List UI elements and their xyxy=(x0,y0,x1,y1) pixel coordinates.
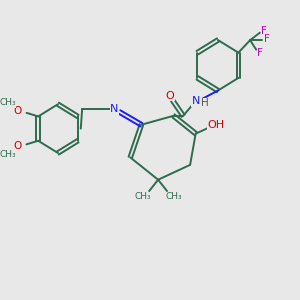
Text: O: O xyxy=(14,141,22,151)
Text: CH₃: CH₃ xyxy=(0,98,16,107)
Text: N: N xyxy=(110,104,118,114)
Text: F: F xyxy=(261,26,267,36)
Text: CH₃: CH₃ xyxy=(134,193,151,202)
Text: CH₃: CH₃ xyxy=(165,193,182,202)
Text: F: F xyxy=(264,34,270,44)
Text: H: H xyxy=(201,98,209,108)
Text: O: O xyxy=(14,106,22,116)
Text: F: F xyxy=(257,48,263,58)
Text: N: N xyxy=(191,96,200,106)
Text: O: O xyxy=(165,91,174,101)
Text: CH₃: CH₃ xyxy=(0,150,16,159)
Text: OH: OH xyxy=(207,120,224,130)
